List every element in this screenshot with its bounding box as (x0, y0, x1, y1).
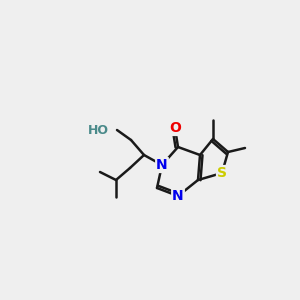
Text: HO: HO (88, 124, 109, 136)
Text: O: O (169, 121, 181, 135)
Text: N: N (172, 189, 184, 203)
Text: N: N (156, 158, 168, 172)
Text: S: S (217, 166, 227, 180)
